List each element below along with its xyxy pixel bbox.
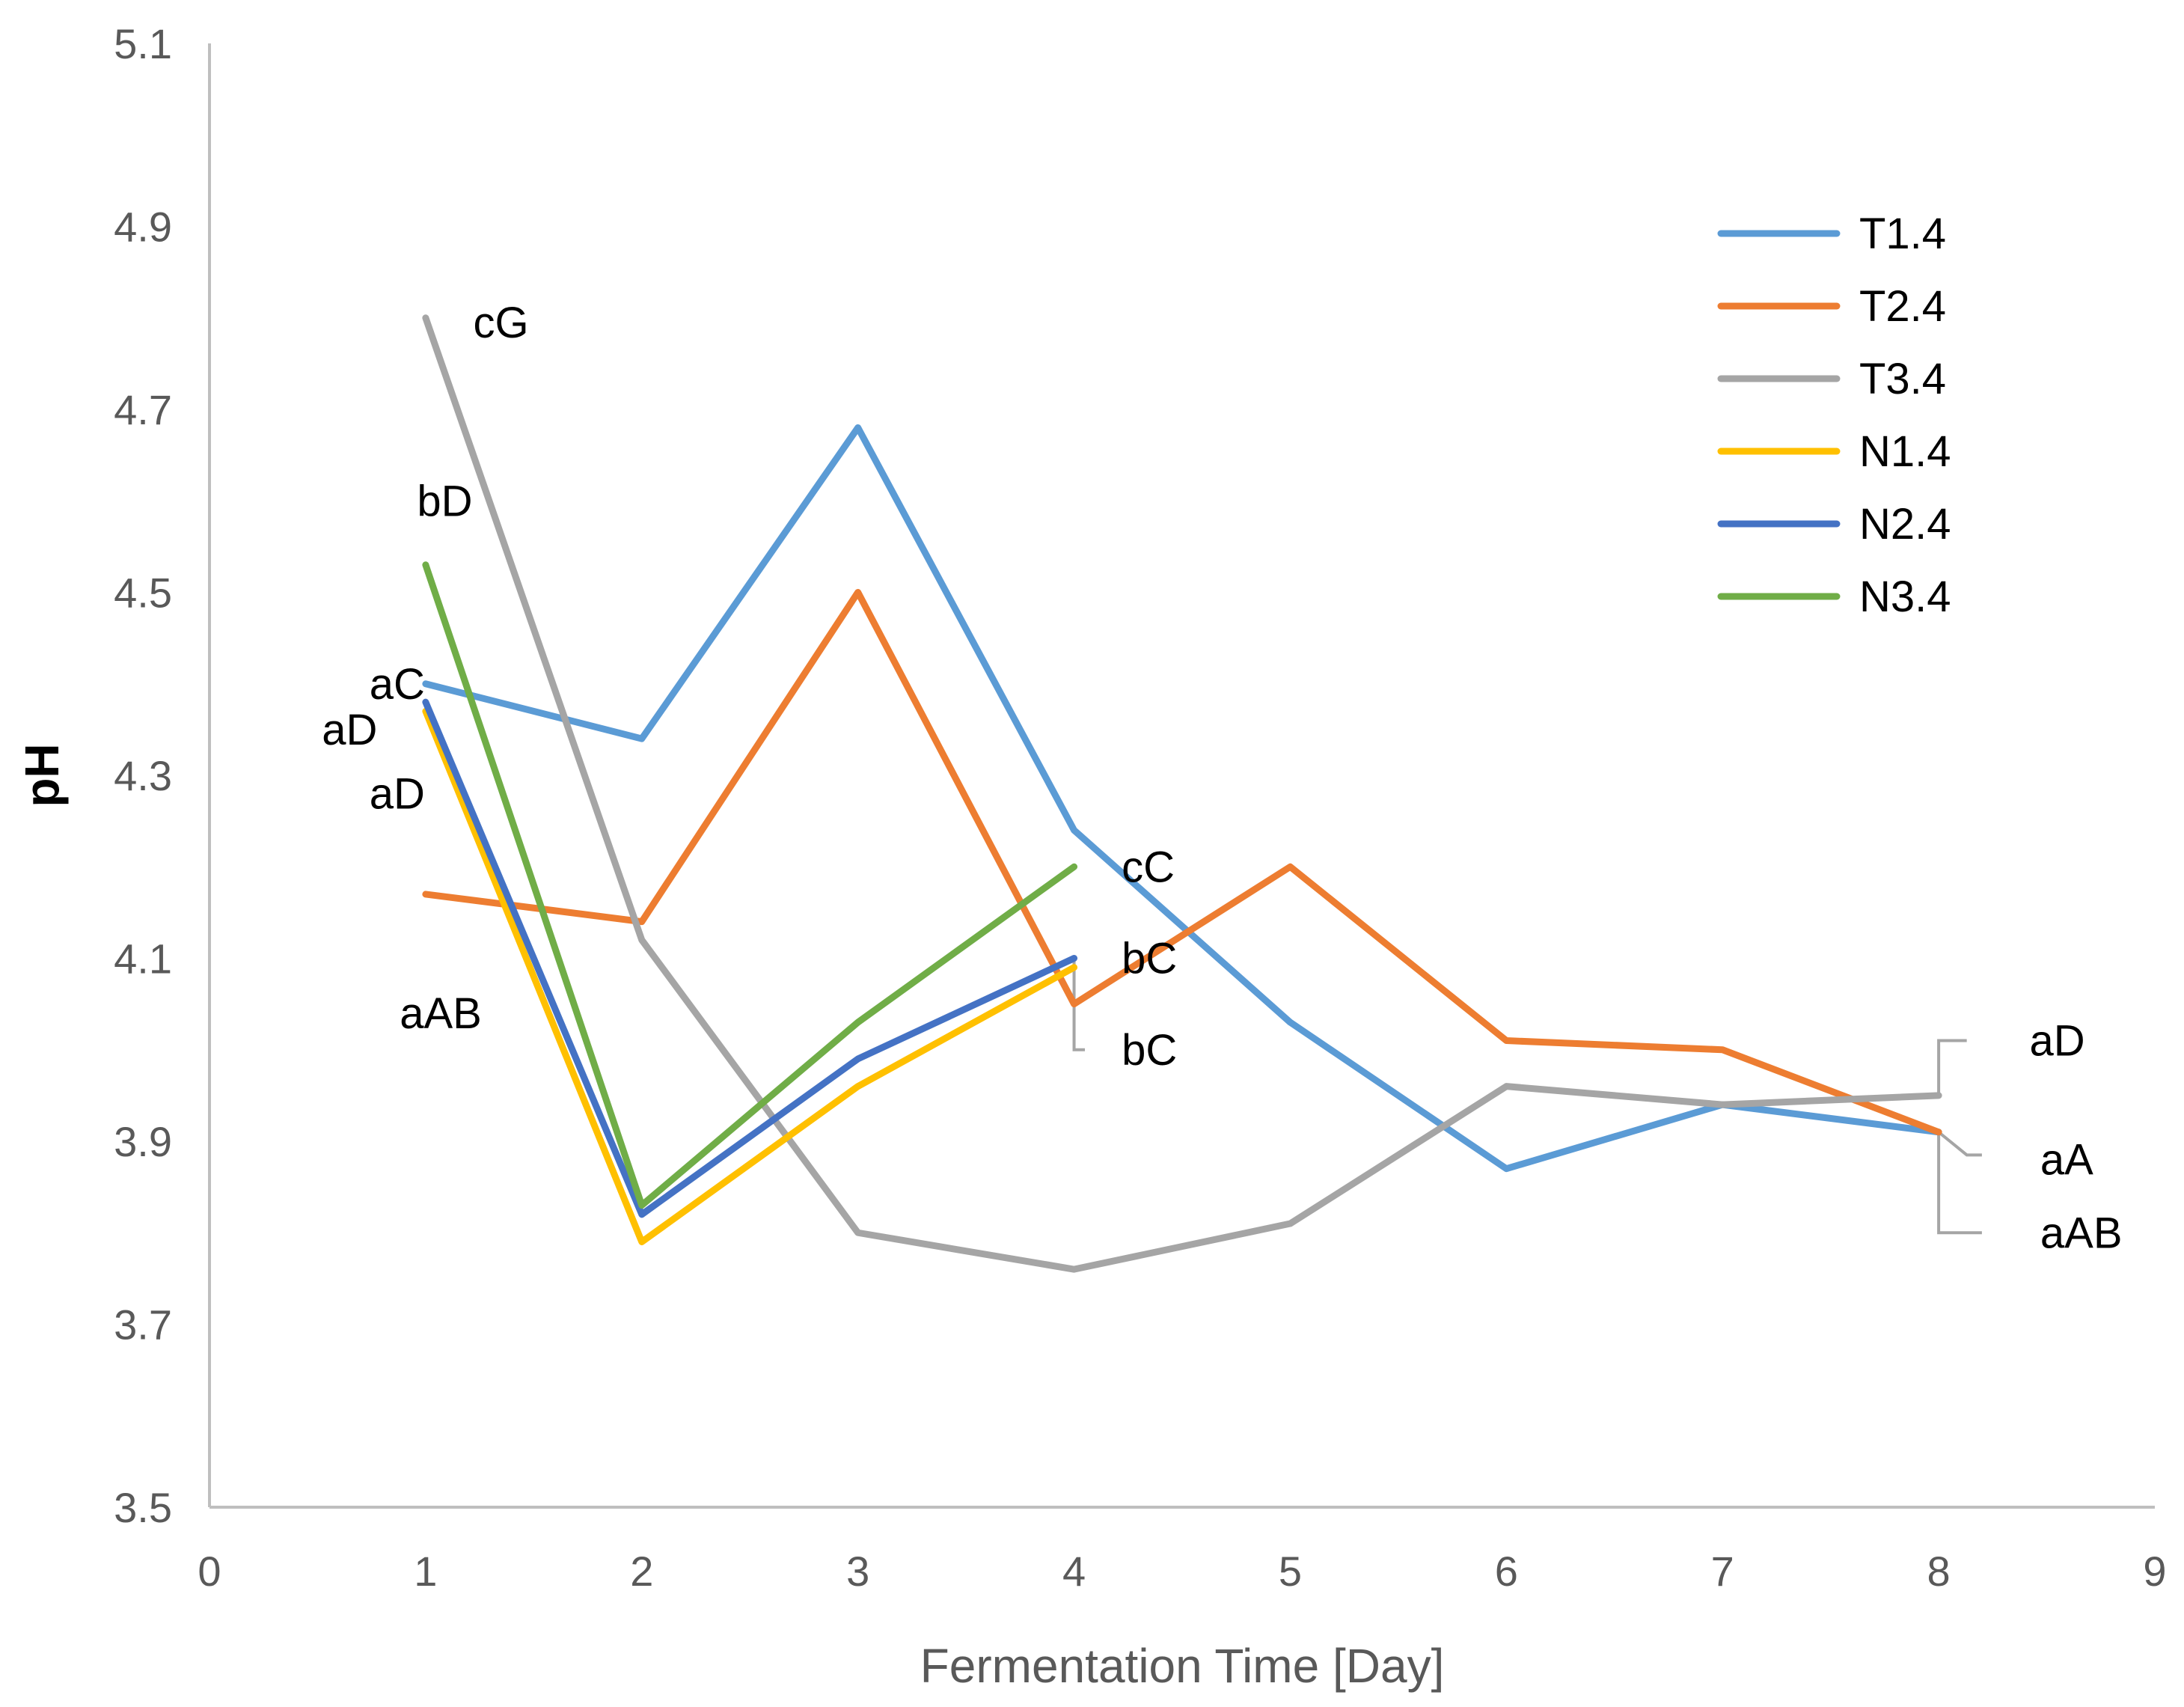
series-line-T2-4 xyxy=(422,589,1942,1136)
legend-label: N1.4 xyxy=(1859,427,1951,476)
tick-labels: 0 1 2 3 4 5 6 7 8 9 3.5 3.7 3.9 4.1 4.3 4.5 4.7 4.9 5.1 xyxy=(114,20,2166,1595)
axes xyxy=(208,43,2155,1509)
y-tick-label: 5.1 xyxy=(114,20,172,67)
legend-label: T2.4 xyxy=(1859,282,1946,331)
y-tick-label: 3.5 xyxy=(114,1484,172,1531)
legend-label: T1.4 xyxy=(1859,210,1946,258)
x-tick-label: 5 xyxy=(1279,1548,1302,1595)
x-axis-title: Fermentation Time [Day] xyxy=(920,1639,1445,1693)
data-annotation: aD xyxy=(370,769,425,818)
legend: T1.4 T2.4 T3.4 N1.4 N2.4 N3.4 xyxy=(1717,210,1951,621)
data-annotation: bD xyxy=(417,477,472,525)
x-tick-label: 8 xyxy=(1927,1548,1951,1595)
y-axis-title: pH xyxy=(15,743,69,807)
series-line-N3-4 xyxy=(422,561,1078,1209)
x-tick-label: 7 xyxy=(1711,1548,1734,1595)
data-annotation: cG xyxy=(473,299,528,347)
annotation-leader-line xyxy=(1072,958,1085,1051)
data-annotation: aD xyxy=(322,706,377,754)
annotation-leader-line xyxy=(1937,1132,1982,1235)
x-tick-label: 0 xyxy=(198,1548,221,1595)
y-tick-label: 4.9 xyxy=(114,204,172,251)
series-line-N1-4 xyxy=(422,707,1078,1245)
data-annotation: aD xyxy=(2029,1017,2084,1066)
series-line-T3-4 xyxy=(422,314,1942,1273)
y-tick-label: 4.3 xyxy=(114,752,172,799)
y-tick-label: 3.7 xyxy=(114,1301,172,1349)
data-annotation: bC xyxy=(1122,1026,1177,1075)
series-line-T1-4 xyxy=(422,424,1942,1173)
x-tick-label: 6 xyxy=(1495,1548,1518,1595)
annotation-leader-line xyxy=(1937,1039,1967,1096)
x-tick-label: 1 xyxy=(414,1548,437,1595)
data-annotation: aAB xyxy=(400,989,482,1038)
data-annotation: aA xyxy=(2040,1135,2093,1184)
data-annotation: aC xyxy=(370,660,425,709)
y-tick-label: 4.1 xyxy=(114,935,172,983)
y-tick-label: 3.9 xyxy=(114,1118,172,1165)
legend-label: N3.4 xyxy=(1859,572,1951,621)
x-tick-label: 9 xyxy=(2143,1548,2166,1595)
data-annotation: cC xyxy=(1122,843,1175,891)
data-annotation: aAB xyxy=(2040,1209,2123,1257)
data-annotation: bC xyxy=(1122,935,1177,983)
x-tick-label: 4 xyxy=(1062,1548,1086,1595)
x-tick-label: 3 xyxy=(846,1548,869,1595)
legend-label: T3.4 xyxy=(1859,355,1946,403)
y-tick-label: 4.7 xyxy=(114,386,172,433)
x-tick-label: 2 xyxy=(630,1548,653,1595)
series-line-N2-4 xyxy=(422,698,1078,1218)
legend-label: N2.4 xyxy=(1859,500,1951,549)
y-tick-label: 4.5 xyxy=(114,569,172,617)
annotation-leaders xyxy=(1072,958,1982,1235)
annotation-leader-line xyxy=(1937,1131,1982,1157)
series-lines xyxy=(422,314,1942,1273)
